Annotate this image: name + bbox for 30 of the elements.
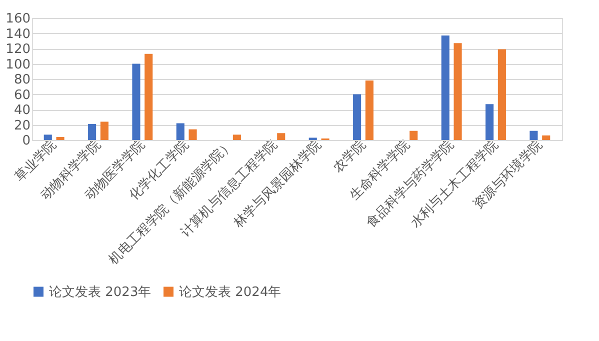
bar [277,133,286,140]
bar [188,129,197,140]
y-tick-label: 0 [22,134,30,148]
bar [486,104,494,140]
bar [498,49,506,140]
bar [410,130,418,140]
bar [353,94,362,140]
y-tick-label: 120 [6,42,30,57]
bar [365,80,374,140]
bar [441,36,450,140]
bar [56,136,64,140]
y-tick-label: 100 [6,57,30,72]
bar [144,54,153,140]
y-tick-label: 80 [14,72,30,88]
bar [88,124,96,140]
bar [100,122,108,140]
bar [232,134,241,140]
bar [542,135,550,140]
y-tick-label: 40 [14,103,30,118]
y-tick-label: 60 [14,88,30,103]
legend-label: 论文发表 2024年 [179,284,282,300]
bar [530,130,538,140]
bar [44,134,52,140]
bar [454,43,462,140]
y-tick-label: 20 [14,118,30,134]
y-tick-label: 160 [6,12,30,26]
bar [176,123,184,140]
legend-label: 论文发表 2023年 [49,284,152,300]
y-tick-label: 140 [6,26,30,42]
bar [132,64,140,140]
